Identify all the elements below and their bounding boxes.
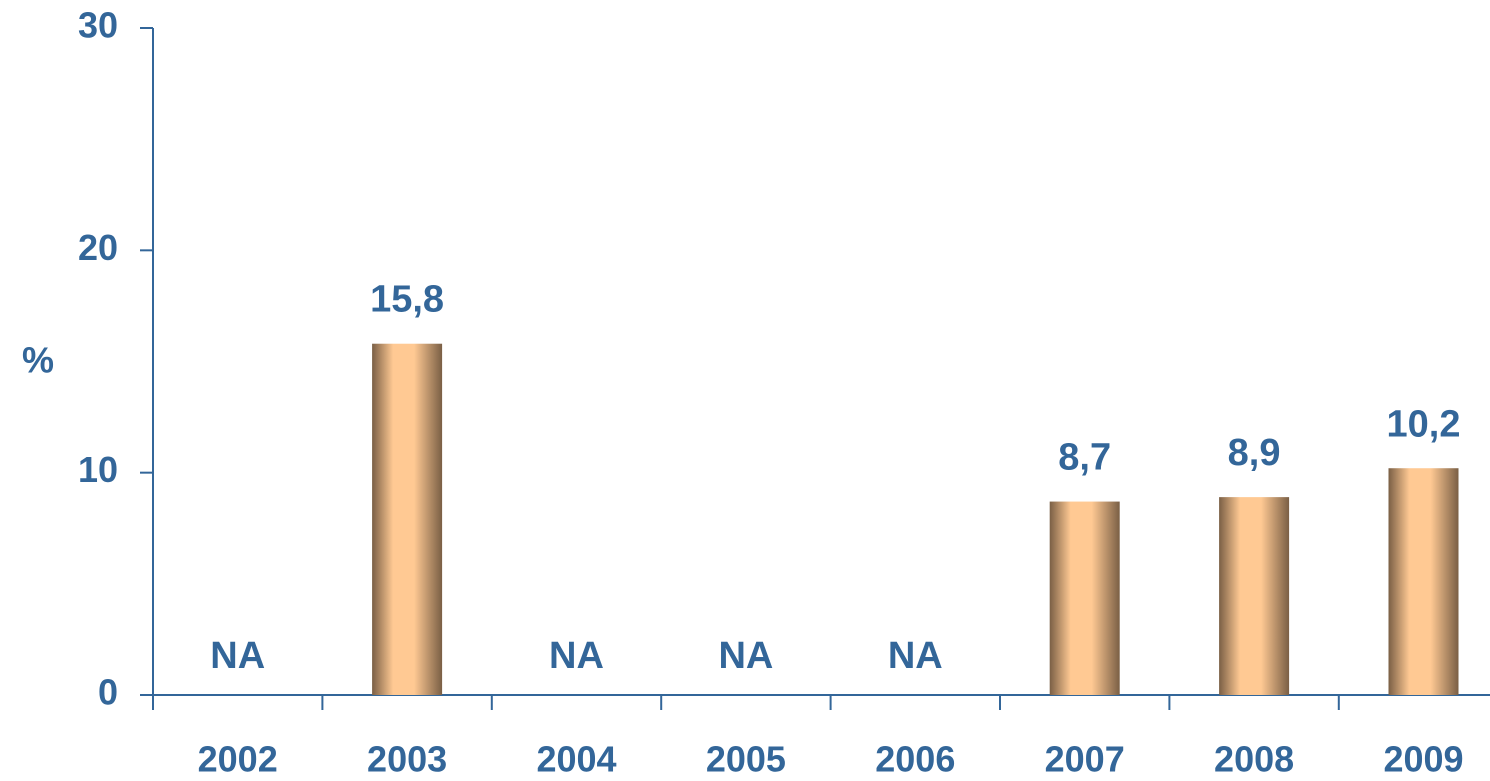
y-tick-label: 30 [78,5,118,46]
x-tick-label: 2004 [536,739,616,780]
x-tick-label: 2006 [875,739,955,780]
bar [1388,468,1459,695]
x-tick-label: 2002 [198,739,278,780]
bar [1219,497,1290,695]
x-tick-label: 2003 [367,739,447,780]
y-tick-label: 10 [78,449,118,490]
x-tick-label: 2009 [1383,739,1463,780]
value-label: 8,7 [1058,437,1111,479]
y-tick-label: 20 [78,227,118,268]
x-tick-label: 2008 [1214,739,1294,780]
value-label: NA [718,635,773,677]
value-label: 8,9 [1228,432,1281,474]
y-tick-label: 0 [98,672,118,713]
value-label: NA [549,635,604,677]
y-axis-label: % [22,340,54,381]
x-tick-label: 2005 [706,739,786,780]
x-tick-label: 2007 [1045,739,1125,780]
bar [1049,501,1120,695]
value-label: NA [210,635,265,677]
value-label: 15,8 [370,279,444,321]
value-label: 10,2 [1387,403,1461,445]
bar [372,343,443,695]
value-label: NA [888,635,943,677]
